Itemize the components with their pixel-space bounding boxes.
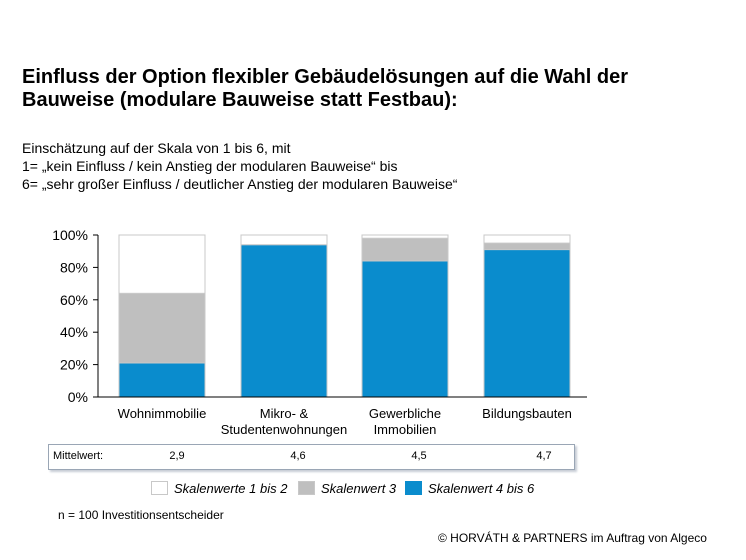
bar-segment-skalenwerte-1-bis-2 [483, 234, 571, 244]
bar-segment-skalenwert-4-bis-6 [118, 362, 206, 398]
legend-swatch-blue [405, 481, 422, 495]
legend-swatch-white [151, 481, 168, 495]
chart-title: Einfluss der Option flexibler Gebäudelös… [22, 66, 722, 112]
title-line-1: Einfluss der Option flexibler Gebäudelös… [22, 66, 629, 88]
y-tick-label: 40% [60, 324, 88, 340]
x-category-label: Bildungsbauten [482, 406, 572, 421]
legend-label: Skalenwert 3 [321, 481, 397, 496]
bar-segment-skalenwerte-1-bis-2 [240, 234, 328, 246]
legend-swatch-grey [298, 481, 315, 495]
bar-segment-skalenwert-3 [483, 242, 571, 251]
x-category-label: Studentenwohnungen [221, 422, 348, 437]
y-tick-label: 20% [60, 357, 88, 373]
mean-value-table: Mittelwert: 2,9 4,6 4,5 4,7 [48, 444, 575, 470]
bar-segment-skalenwert-4-bis-6 [361, 260, 449, 398]
stacked-bar-chart: 0% 20% 40% 60% 80% 100% Wohnimmobilie Mikro- &S… [52, 227, 587, 437]
legend-label: Skalenwerte 1 bis 2 [174, 481, 288, 496]
x-category-label: Gewerbliche [369, 406, 441, 421]
y-tick-label: 80% [60, 259, 88, 275]
bar-segment-skalenwerte-1-bis-2 [118, 234, 206, 294]
subtitle-line-1: Einschätzung auf der Skala von 1 bis 6, … [22, 140, 291, 156]
sample-size-note: n = 100 Investitionsentscheider [58, 508, 224, 522]
y-tick-label: 0% [68, 389, 88, 405]
chart-legend: Skalenwerte 1 bis 2 Skalenwert 3 Skalenw… [0, 480, 746, 500]
subtitle-line-3: 6= „sehr großer Einfluss / deutlicher An… [22, 176, 458, 192]
bar-segment-skalenwert-4-bis-6 [483, 249, 571, 398]
mean-value-bildung: 4,7 [536, 450, 552, 462]
bar-segment-skalenwert-3 [361, 237, 449, 262]
y-tick-label: 60% [60, 292, 88, 308]
chart-subtitle: Einschätzung auf der Skala von 1 bis 6, … [22, 139, 722, 193]
mean-value-wohnimmobilie: 2,9 [169, 450, 185, 462]
mean-label: Mittelwert: [53, 450, 104, 462]
mean-value-gewerbe: 4,5 [411, 450, 427, 462]
bar-segment-skalenwerte-1-bis-2 [361, 234, 449, 239]
title-line-2: Bauweise (modulare Bauweise statt Festba… [22, 89, 458, 111]
legend-label: Skalenwert 4 bis 6 [428, 481, 535, 496]
bar-segment-skalenwert-4-bis-6 [240, 244, 328, 398]
x-category-label: Mikro- & [260, 406, 309, 421]
y-tick-label: 100% [52, 227, 88, 243]
bar-segment-skalenwert-3 [118, 292, 206, 364]
x-category-label: Wohnimmobilie [118, 406, 207, 421]
mean-value-mikro: 4,6 [290, 450, 306, 462]
subtitle-line-2: 1= „kein Einfluss / kein Anstieg der mod… [22, 158, 398, 174]
copyright-notice: © HORVÁTH & PARTNERS im Auftrag von Alge… [438, 531, 707, 545]
x-category-label: Immobilien [374, 422, 437, 437]
